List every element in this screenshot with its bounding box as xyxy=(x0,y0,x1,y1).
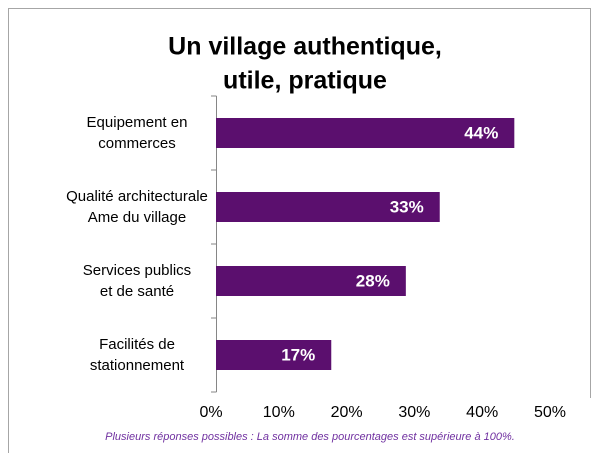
y-tick-label: Services publics xyxy=(83,262,191,279)
bar xyxy=(216,266,406,296)
x-tick-label: 0% xyxy=(199,404,222,421)
value-label: 44% xyxy=(464,123,498,142)
y-tick-label: Equipement en xyxy=(87,114,188,131)
y-tick-label: Ame du village xyxy=(88,209,186,226)
note: Plusieurs réponses possibles : La somme … xyxy=(105,431,515,443)
y-tick-label: Qualité architecturale xyxy=(66,188,208,205)
x-tick-label: 10% xyxy=(263,404,295,421)
frame xyxy=(8,8,591,453)
bar xyxy=(216,340,332,370)
value-label: 28% xyxy=(356,271,390,290)
x-tick-label: 50% xyxy=(534,404,566,421)
chart-title: Un village authentique, xyxy=(168,33,442,61)
y-tick-label: Facilités de xyxy=(99,336,175,353)
x-tick-label: 20% xyxy=(331,404,363,421)
y-tick-label: et de santé xyxy=(100,283,174,300)
x-tick-label: 40% xyxy=(466,404,498,421)
y-tick-label: stationnement xyxy=(90,357,185,374)
x-tick-label: 30% xyxy=(398,404,430,421)
chart-title: utile, pratique xyxy=(223,67,387,95)
value-label: 33% xyxy=(390,197,424,216)
value-label: 17% xyxy=(281,345,315,364)
bar xyxy=(216,192,440,222)
y-tick-label: commerces xyxy=(98,135,176,152)
bar xyxy=(216,118,515,148)
